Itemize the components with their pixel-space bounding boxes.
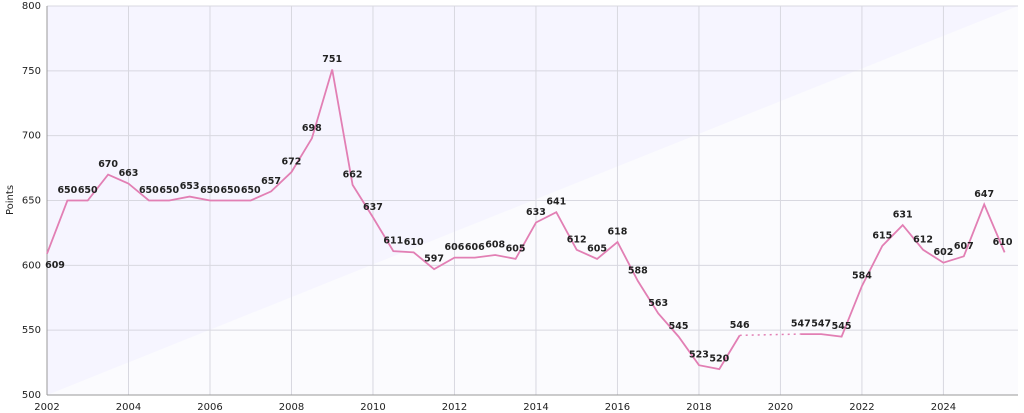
data-label: 650 [200, 185, 220, 196]
x-tick-label: 2014 [523, 402, 548, 413]
data-label: 607 [954, 241, 974, 252]
data-label: 588 [628, 265, 648, 276]
data-label: 612 [567, 234, 587, 245]
data-label: 606 [465, 242, 485, 253]
data-label: 610 [993, 237, 1013, 248]
y-axis-label: Points [5, 185, 16, 215]
data-label: 672 [282, 156, 302, 167]
data-label: 563 [648, 298, 668, 309]
data-label: 547 [811, 319, 831, 330]
data-label: 670 [98, 159, 118, 170]
data-label: 650 [139, 185, 159, 196]
data-label: 609 [45, 260, 65, 271]
y-tick-label: 600 [22, 260, 41, 271]
data-label: 653 [180, 181, 200, 192]
data-label: 547 [791, 319, 811, 330]
data-label: 602 [934, 247, 954, 258]
x-tick-label: 2012 [442, 402, 467, 413]
data-label: 606 [445, 242, 465, 253]
x-tick-label: 2018 [686, 402, 711, 413]
x-tick-label: 2022 [849, 402, 874, 413]
data-label: 605 [506, 243, 526, 254]
x-tick-label: 2016 [605, 402, 630, 413]
data-label: 631 [893, 210, 913, 221]
gap-connector [739, 333, 801, 337]
data-label: 657 [261, 176, 281, 187]
data-label: 618 [608, 226, 628, 237]
data-label: 650 [78, 185, 98, 196]
data-label: 611 [383, 236, 403, 247]
data-label: 637 [363, 202, 383, 213]
data-label: 608 [485, 239, 505, 250]
data-label: 663 [119, 168, 139, 179]
y-tick-label: 800 [22, 1, 41, 12]
data-label: 612 [913, 234, 933, 245]
data-label: 597 [424, 254, 444, 265]
x-tick-label: 2008 [279, 402, 304, 413]
data-label: 610 [404, 237, 424, 248]
data-label: 584 [852, 271, 872, 282]
data-label: 650 [159, 185, 179, 196]
x-tick-label: 2004 [116, 402, 141, 413]
data-label: 615 [872, 230, 892, 241]
data-label: 633 [526, 207, 546, 218]
data-label: 641 [546, 197, 566, 208]
data-label: 647 [974, 189, 994, 200]
y-tick-label: 750 [22, 66, 41, 77]
line [800, 202, 1006, 338]
data-label: 662 [343, 169, 363, 180]
y-tick-label: 650 [22, 196, 41, 207]
x-tick-label: 2020 [768, 402, 793, 413]
data-label: 698 [302, 123, 322, 134]
x-tick-label: 2002 [34, 402, 59, 413]
x-tick-label: 2006 [197, 402, 222, 413]
data-label: 605 [587, 243, 607, 254]
x-tick-label: 2024 [931, 402, 956, 413]
data-label: 545 [832, 321, 852, 332]
data-label: 650 [220, 185, 240, 196]
data-label: 650 [57, 185, 77, 196]
y-tick-label: 550 [22, 325, 41, 336]
data-label: 650 [241, 185, 261, 196]
line [46, 69, 741, 371]
data-label: 545 [669, 321, 689, 332]
y-tick-label: 700 [22, 131, 41, 142]
data-label: 520 [709, 354, 729, 365]
data-label: 523 [689, 350, 709, 361]
data-label: 546 [730, 320, 750, 331]
x-tick-label: 2010 [360, 402, 385, 413]
y-tick-label: 500 [22, 390, 41, 401]
data-label: 751 [322, 54, 342, 65]
